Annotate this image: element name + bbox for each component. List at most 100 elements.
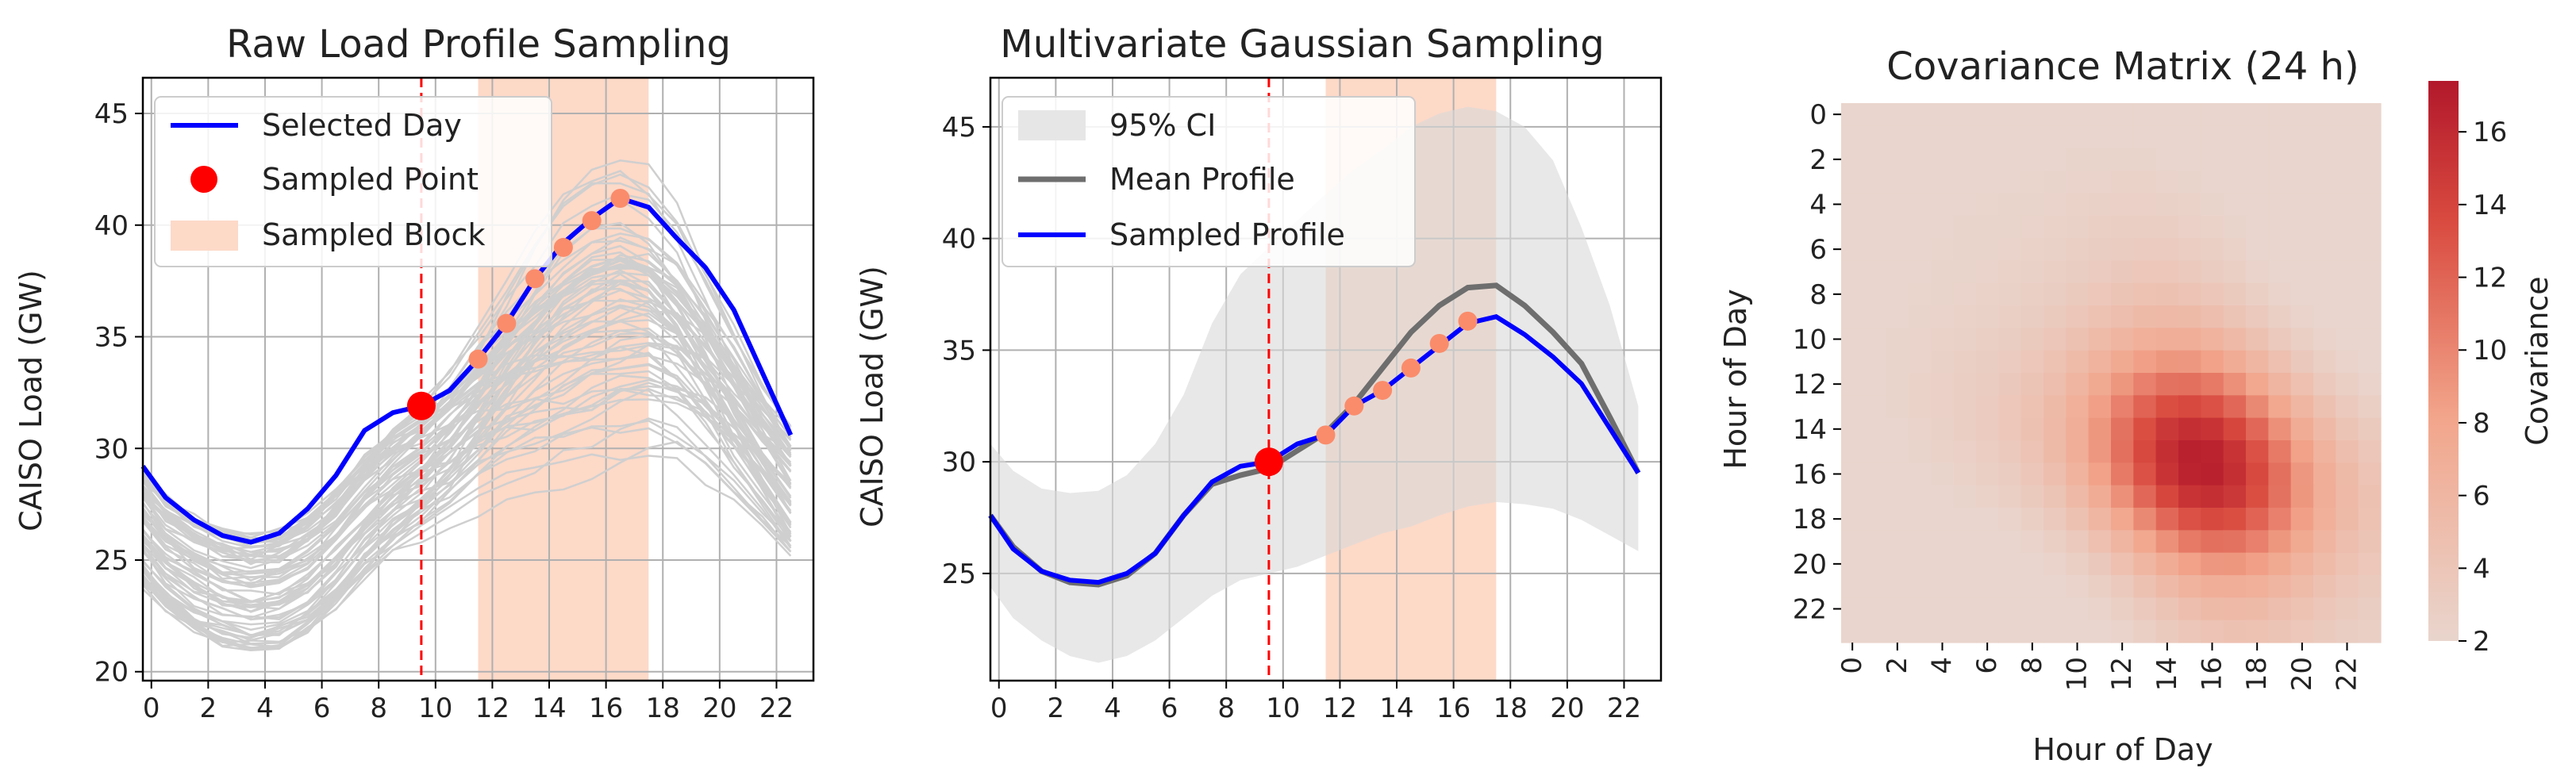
covariance-cell [2358,620,2382,643]
covariance-cell [2020,530,2044,554]
covariance-cell [1909,193,1932,217]
covariance-cell [2290,508,2314,531]
covariance-cell [2201,103,2224,126]
covariance-cell [2290,597,2314,621]
covariance-cell [2178,530,2201,554]
covariance-cell [1976,282,1999,306]
covariance-cell [1886,373,1909,396]
covariance-cell [1841,417,1864,441]
covariance-cell [1998,552,2022,576]
covariance-cell [1998,485,2022,508]
covariance-cell [2223,350,2247,374]
covariance-cell [1909,125,1932,149]
covariance-cell [2155,373,2179,396]
covariance-cell [1863,148,1887,171]
covariance-cell [2246,620,2269,643]
covariance-cell [2246,148,2269,171]
covariance-cell [2133,597,2157,621]
covariance-cell [2313,103,2336,126]
covariance-cell [2336,328,2359,351]
covariance-cell [2155,530,2179,554]
colorbar-tick-label: 6 [2473,481,2490,512]
covariance-cell [2020,305,2044,328]
covariance-cell [2336,125,2359,149]
covariance-cell [2043,328,2067,351]
covariance-cell [2313,238,2336,261]
covariance-cell [2268,350,2292,374]
covariance-cell [2223,508,2247,531]
covariance-cell [1953,597,1977,621]
background-profile-line [142,280,792,639]
gaussian-legend-ci-swatch [1018,110,1086,140]
covariance-cell [2246,462,2269,486]
raw-legend-point-swatch [190,166,217,193]
covariance-cell [2290,552,2314,576]
y-tick-label: 20 [94,657,129,689]
covariance-cell [1998,328,2022,351]
covariance-cell [2246,597,2269,621]
covariance-cell [2201,125,2224,149]
covariance-cell [2268,508,2292,531]
covariance-cell [2088,485,2112,508]
covariance-cell [2246,260,2269,284]
covariance-cell [2111,103,2134,126]
covariance-cell [1863,305,1887,328]
raw-background-profiles [141,159,792,652]
covariance-cell [2066,103,2090,126]
covariance-cell [1953,530,1977,554]
covariance-cell [2290,282,2314,306]
covariance-cell [2111,238,2134,261]
covariance-cell [2111,148,2134,171]
raw-load-panel: Raw Load Profile Sampling CAISO Load (GW… [13,22,815,724]
covariance-cell [1863,395,1887,419]
covariance-cell [1886,125,1909,149]
covariance-cell [2336,305,2359,328]
covariance-cell [2246,103,2269,126]
covariance-cell [2020,328,2044,351]
sampled-block-point [1344,396,1364,416]
covariance-cell [2066,373,2090,396]
covariance-cell [2336,282,2359,306]
covariance-cell [2155,417,2179,441]
y-tick-label: 8 [1809,279,1827,311]
y-tick-label: 30 [94,433,129,465]
covariance-cell [2358,395,2382,419]
covariance-cell [2133,552,2157,576]
y-tick-label: 25 [94,545,129,577]
covariance-cell [1953,373,1977,396]
covariance-cell [1976,148,1999,171]
covariance-cell [2133,575,2157,598]
covariance-cell [2020,597,2044,621]
colorbar-tick-label: 16 [2473,117,2507,148]
covariance-cell [1953,282,1977,306]
covariance-cell [2043,485,2067,508]
background-profile-line [142,370,792,637]
covariance-cell [2066,440,2090,463]
covariance-cell [2043,395,2067,419]
x-tick-label: 0 [143,693,160,724]
covariance-cell [1931,575,1955,598]
covariance-cell [1841,485,1864,508]
covariance-cell [2358,260,2382,284]
covariance-cell [2290,373,2314,396]
covariance-cell [2268,328,2292,351]
covariance-cell [1931,305,1955,328]
covariance-cell [2020,215,2044,239]
covariance-cell [1841,597,1864,621]
covariance-cell [2088,395,2112,419]
covariance-cell [1953,620,1977,643]
covariance-cell [2201,373,2224,396]
covariance-cell [2178,282,2201,306]
covariance-cell [1863,552,1887,576]
covariance-cell [2178,597,2201,621]
covariance-cell [2268,260,2292,284]
covariance-cell [2336,215,2359,239]
covariance-cell [2290,485,2314,508]
covariance-cell [1886,620,1909,643]
raw-legend-block-label: Sampled Block [262,217,485,252]
covariance-cell [2020,485,2044,508]
covariance-cell [1976,462,1999,486]
colorbar-tick-label: 12 [2473,263,2507,294]
covariance-cell [1909,373,1932,396]
gaussian-x-ticks: 0 2 4 6 8 10 12 14 16 18 20 22 [990,681,1641,724]
